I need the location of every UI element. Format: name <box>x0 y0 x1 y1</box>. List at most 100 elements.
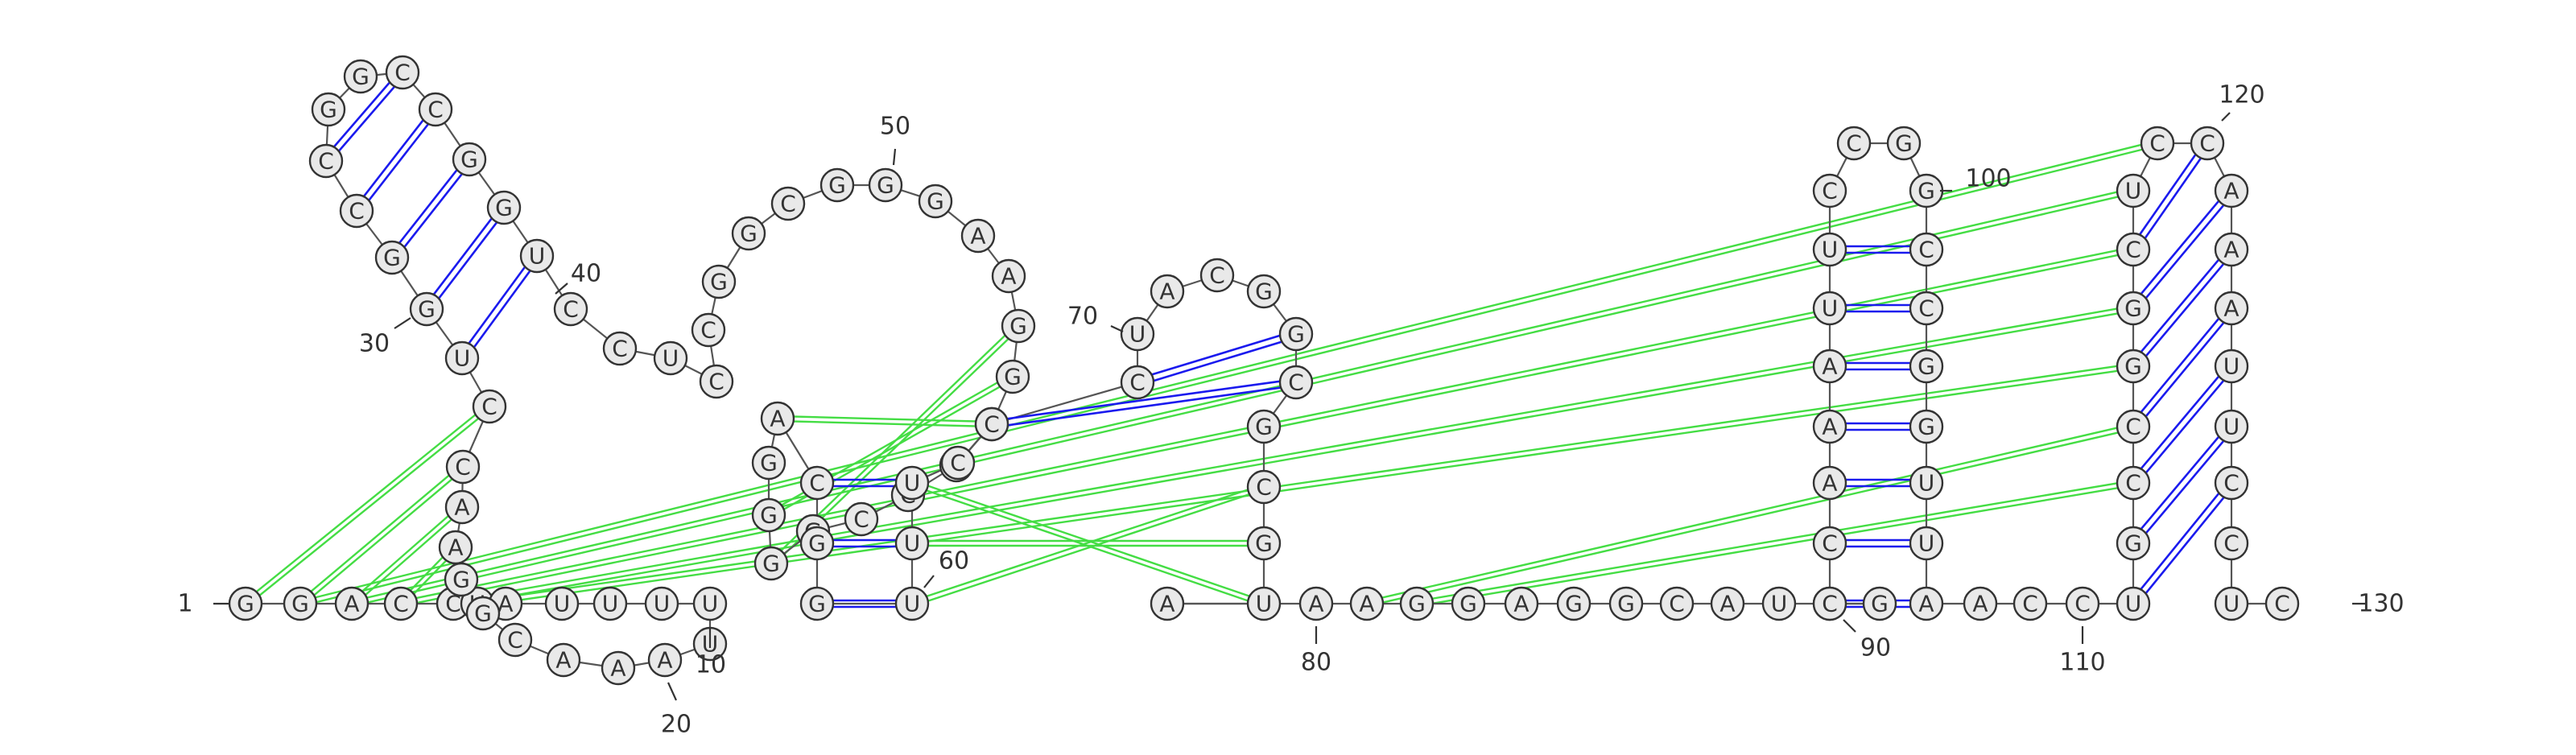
base-pair-line <box>1137 336 1298 387</box>
nucleotide-node: C <box>2116 409 2151 444</box>
base-pair-line <box>328 73 407 164</box>
nucleotide-node: G <box>753 546 789 581</box>
nucleotide-letter: C <box>1209 262 1225 289</box>
nucleotide-letter: A <box>497 591 513 617</box>
numbering-label: 30 <box>359 330 390 358</box>
nucleotide-letter: G <box>1459 591 1477 617</box>
nucleotide-node: U <box>2116 173 2151 208</box>
nucleotide-node: G <box>311 92 346 127</box>
nucleotide-letter: G <box>760 450 778 477</box>
nucleotide-letter: G <box>320 97 337 123</box>
base-pair-line <box>2129 246 2230 365</box>
nucleotide-letter: C <box>809 470 825 497</box>
nucleotide-circle <box>308 143 344 179</box>
nucleotide-node: A <box>760 401 795 436</box>
base-pair-line <box>2135 250 2235 369</box>
nucleotide-node: G <box>799 586 835 621</box>
tertiary-interactions <box>243 139 2159 608</box>
nucleotide-letter: C <box>1822 178 1838 204</box>
nucleotide-node: C <box>2140 126 2175 161</box>
nucleotide-node: G <box>751 445 786 481</box>
nucleotide-letter: U <box>904 470 921 497</box>
nucleotide-node: G <box>283 586 318 621</box>
nucleotide-circle <box>753 546 789 581</box>
nucleotide-letter: C <box>1288 369 1304 396</box>
nucleotide-node: C <box>2013 586 2048 621</box>
nucleotide-node: G <box>1246 526 1282 561</box>
nucleotide-circle <box>2116 349 2151 384</box>
nucleotide-circle <box>1812 409 1847 444</box>
nucleotide-node: U <box>592 586 628 621</box>
nucleotide-letter: C <box>984 411 1000 438</box>
nucleotide-circle <box>1812 173 1847 208</box>
nucleotide-letter: U <box>1129 321 1146 348</box>
base-pair-line <box>2129 423 2230 543</box>
nucleotide-node: A <box>546 642 581 678</box>
nucleotide-letter: A <box>1001 263 1016 290</box>
nucleotide-node: U <box>2214 586 2249 621</box>
nucleotide-circle <box>894 586 930 621</box>
nucleotide-letter: A <box>1822 470 1837 497</box>
nucleotide-node: C <box>1909 232 1944 267</box>
nucleotide-circle <box>1399 586 1435 621</box>
nucleotide-circle <box>472 389 507 424</box>
nucleotide-node: G <box>1862 586 1897 621</box>
nucleotide-letter: C <box>1822 591 1838 617</box>
nucleotide-letter: C <box>1846 130 1862 157</box>
nucleotide-node: U <box>544 586 580 621</box>
nucleotide-letter: C <box>1129 369 1146 396</box>
base-pair-line <box>2129 188 2230 307</box>
nucleotide-letter: C <box>1256 474 1272 501</box>
nucleotide-letter: G <box>1004 364 1022 390</box>
nucleotide-letter: C <box>2223 530 2240 557</box>
nucleotide-circle <box>1556 586 1591 621</box>
base-pair-line <box>2135 144 2211 253</box>
tertiary-interaction-line <box>1416 479 2133 603</box>
nucleotide-node: U <box>1761 586 1797 621</box>
nucleotide-letter: G <box>474 600 492 627</box>
nucleotide-node: A <box>601 650 636 686</box>
nucleotide-circle <box>1199 258 1235 293</box>
nucleotide-letter: G <box>760 502 778 529</box>
nucleotide-node: U <box>519 238 555 274</box>
nucleotide-letter: G <box>352 64 369 90</box>
numbering-label: 50 <box>880 113 910 141</box>
nucleotide-circle <box>519 238 555 274</box>
nucleotide-node: G <box>409 291 444 327</box>
nucleotide-circle <box>546 642 581 678</box>
nucleotide-node: U <box>2214 349 2249 384</box>
nucleotide-node: C <box>844 501 879 537</box>
nucleotide-node: C <box>1812 586 1847 621</box>
numbering-label: 80 <box>1301 649 1331 677</box>
nucleotide-node: U <box>1909 526 1944 561</box>
nucleotide-circle <box>1963 586 1998 621</box>
nucleotide-circle <box>1001 308 1036 344</box>
nucleotide-letter: C <box>950 450 966 477</box>
nucleotide-node: G <box>1246 409 1282 444</box>
nucleotide-node: U <box>1120 316 1155 352</box>
nucleotide-circle <box>1909 291 1944 326</box>
numbering-tick <box>923 575 935 588</box>
nucleotide-letter: U <box>1822 295 1839 322</box>
nucleotide-node: C <box>385 55 420 90</box>
nucleotide-letter: C <box>563 296 579 323</box>
nucleotide-node: U <box>2116 586 2151 621</box>
nucleotide-circle <box>770 186 806 221</box>
nucleotide-node: C <box>1246 469 1282 505</box>
nucleotide-node: U <box>692 586 728 621</box>
nucleotide-circle <box>2214 526 2249 561</box>
tertiary-interaction-line <box>777 419 992 428</box>
nucleotide-node: U <box>1812 291 1847 326</box>
nucleotide-node: G <box>1608 586 1644 621</box>
tertiary-interaction-line <box>910 484 1264 607</box>
nucleotide-circle <box>2116 409 2151 444</box>
numbering-tick <box>2221 112 2231 122</box>
nucleotide-letter: A <box>2223 178 2239 204</box>
nucleotide-circle <box>751 445 786 481</box>
nucleotide-letter: C <box>2125 237 2141 263</box>
nucleotide-node: G <box>799 526 835 561</box>
nucleotide-circle <box>452 142 487 177</box>
nucleotide-letter: C <box>2125 470 2141 497</box>
nucleotide-node: A <box>1909 586 1944 621</box>
